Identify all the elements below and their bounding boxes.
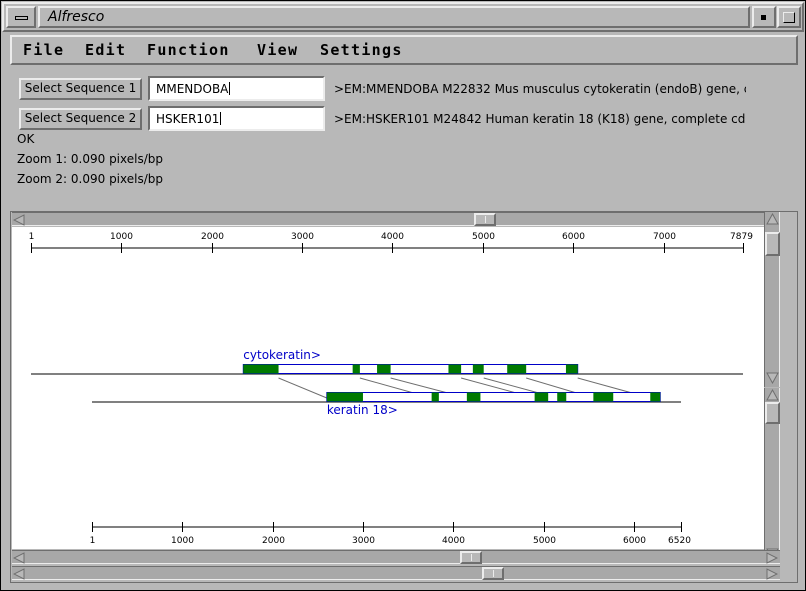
top-ruler-tick-label: 3000 xyxy=(291,232,314,242)
sequence-1-value: MMENDOBA xyxy=(156,82,229,96)
sequence-2-exon xyxy=(431,392,439,402)
top-horizontal-scroll-thumb[interactable] xyxy=(474,213,496,226)
menu-view[interactable]: View xyxy=(257,41,299,59)
top-ruler-tick-label: 1000 xyxy=(110,232,133,242)
status-message: OK xyxy=(17,132,35,146)
menu-bar: File Edit Function View Settings xyxy=(10,35,798,65)
sequence-2-exon xyxy=(534,392,549,402)
menu-file[interactable]: File xyxy=(23,41,65,59)
top-ruler-tick-label: 7000 xyxy=(653,232,676,242)
sequence-2-exon xyxy=(466,392,481,402)
minimize-button[interactable] xyxy=(752,6,776,28)
lower-vertical-scrollbar[interactable] xyxy=(764,388,780,563)
sequence-1-exon xyxy=(243,364,279,374)
text-cursor-icon xyxy=(220,112,222,125)
scroll-right-icon[interactable] xyxy=(766,568,778,580)
lower-vertical-scroll-thumb[interactable] xyxy=(765,402,780,424)
exon-link-line xyxy=(278,377,328,399)
sequence-2-exon xyxy=(557,392,567,402)
sequence-2-exon xyxy=(326,392,363,402)
title-area[interactable]: Alfresco xyxy=(38,6,750,28)
top-ruler-tick-label: 1 xyxy=(29,232,35,242)
scroll-down-icon[interactable] xyxy=(766,372,779,384)
bottom-ruler-tick-label: 2000 xyxy=(262,536,285,546)
scroll-right-icon[interactable] xyxy=(766,552,778,564)
bottom-ruler-tick-label: 6000 xyxy=(623,536,646,546)
top-ruler-tick-label: 7879 xyxy=(730,232,753,242)
top-ruler-tick-label: 2000 xyxy=(201,232,224,242)
scroll-up-icon[interactable] xyxy=(766,213,779,225)
scroll-up-icon[interactable] xyxy=(766,389,779,401)
upper-vertical-scroll-thumb[interactable] xyxy=(765,232,780,256)
sequence-2-description: >EM:HSKER101 M24842 Human keratin 18 (K1… xyxy=(334,112,746,126)
sequence-1-exon xyxy=(377,364,391,374)
zoom-1-readout: Zoom 1: 0.090 pixels/bp xyxy=(17,152,163,166)
scroll-left-icon[interactable] xyxy=(13,568,25,580)
sequence-1-exon xyxy=(352,364,360,374)
select-sequence-2-button[interactable]: Select Sequence 2 xyxy=(19,108,142,130)
middle-horizontal-scroll-thumb[interactable] xyxy=(460,551,482,564)
menu-settings[interactable]: Settings xyxy=(320,41,403,59)
bottom-horizontal-scroll-thumb[interactable] xyxy=(482,567,504,580)
bottom-ruler-tick-label: 4000 xyxy=(442,536,465,546)
sequence-1-exon xyxy=(472,364,484,374)
sequence-1-exon xyxy=(448,364,462,374)
menu-edit[interactable]: Edit xyxy=(85,41,127,59)
bottom-ruler-tick-label: 1000 xyxy=(171,536,194,546)
middle-horizontal-scrollbar[interactable] xyxy=(12,550,780,564)
window-title: Alfresco xyxy=(48,9,105,25)
sequence-2-input[interactable]: HSKER101 xyxy=(148,106,325,131)
zoom-2-readout: Zoom 2: 0.090 pixels/bp xyxy=(17,172,163,186)
top-ruler-tick-label: 4000 xyxy=(381,232,404,242)
maximize-icon xyxy=(783,12,795,23)
select-sequence-1-button[interactable]: Select Sequence 1 xyxy=(19,78,142,100)
scroll-left-icon[interactable] xyxy=(13,214,25,226)
top-ruler-tick-label: 5000 xyxy=(472,232,495,242)
alignment-plot: 1 1000 2000 3000 4000 5000 6000 7000 7879 1 1000 20… xyxy=(29,232,754,546)
alignment-canvas[interactable]: 1 1000 2000 3000 4000 5000 6000 7000 7879 1 1000 20… xyxy=(12,227,764,549)
sequence-1-description: >EM:MMENDOBA M22832 Mus musculus cytoker… xyxy=(334,82,746,96)
bottom-horizontal-scrollbar[interactable] xyxy=(12,566,780,580)
scroll-left-icon[interactable] xyxy=(13,552,25,564)
top-ruler-tick-label: 6000 xyxy=(562,232,585,242)
sequence-2-feature-label: keratin 18> xyxy=(327,403,398,417)
bottom-ruler-tick-label: 3000 xyxy=(352,536,375,546)
sequence-1-feature-box xyxy=(242,364,579,374)
maximize-button[interactable] xyxy=(777,6,801,28)
bottom-ruler-tick-label: 1 xyxy=(90,536,96,546)
sequence-1-input[interactable]: MMENDOBA xyxy=(148,76,325,101)
top-horizontal-scrollbar[interactable] xyxy=(12,212,780,226)
window-menu-button[interactable] xyxy=(6,6,36,28)
menu-function[interactable]: Function xyxy=(147,41,230,59)
minimize-icon xyxy=(761,15,766,20)
bottom-ruler-tick-label: 6520 xyxy=(668,536,691,546)
sequence-1-feature-label: cytokeratin> xyxy=(243,348,321,362)
sequence-1-exon xyxy=(565,364,578,374)
sequence-2-exon xyxy=(593,392,614,402)
sequence-1-exon xyxy=(507,364,527,374)
upper-vertical-scrollbar[interactable] xyxy=(764,212,780,387)
title-bar[interactable]: Alfresco xyxy=(2,2,804,32)
window-menu-icon xyxy=(15,16,28,20)
text-cursor-icon xyxy=(229,82,231,95)
sequence-2-exon xyxy=(650,392,661,402)
bottom-ruler-tick-label: 5000 xyxy=(533,536,556,546)
sequence-2-value: HSKER101 xyxy=(156,112,220,126)
